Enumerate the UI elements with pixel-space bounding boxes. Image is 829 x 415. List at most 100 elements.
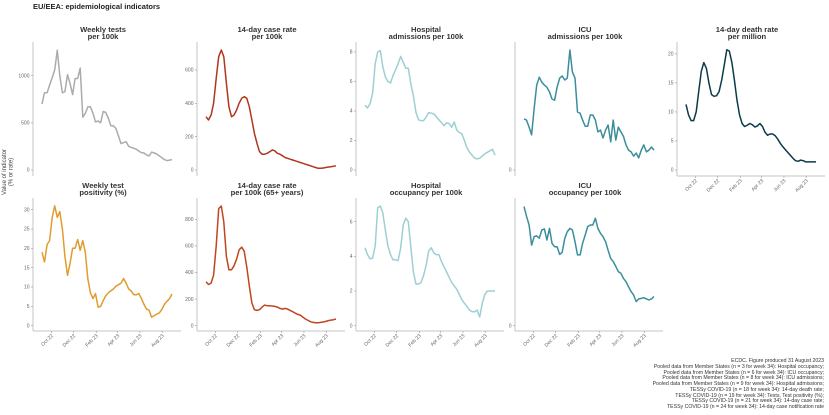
- y-tick-label: 2: [350, 138, 353, 144]
- x-tick-label: Jun 23: [452, 333, 467, 348]
- y-tick-label: 4: [350, 109, 353, 115]
- y-tick-label: 0: [350, 168, 353, 174]
- y-tick-label: 600: [185, 244, 194, 250]
- y-tick-label: 15: [24, 265, 30, 271]
- x-tick-label: Apr 23: [588, 333, 603, 348]
- series-line: [685, 49, 816, 163]
- y-tick-label: 30: [24, 207, 30, 213]
- series-line: [205, 205, 337, 324]
- x-tick-label: Dec 22: [62, 333, 78, 349]
- panel-title: Hospital: [411, 25, 441, 34]
- caption-line: TESSy COVID-19 (n = 24 for week 34): 14-…: [667, 404, 824, 410]
- y-tick-label: 0: [350, 323, 353, 329]
- series-line: [523, 49, 655, 159]
- x-tick-label: Jun 23: [293, 333, 308, 348]
- panel-title: 14-day case rate: [237, 25, 296, 34]
- x-tick-label: Dec 22: [385, 333, 401, 349]
- y-axis-label-line2: (% or rate): [9, 158, 15, 186]
- x-tick-label: Oct 22: [40, 333, 55, 348]
- x-tick-label: Apr 23: [270, 333, 285, 348]
- y-tick-label: 20: [24, 246, 30, 252]
- x-tick-label: Oct 22: [684, 178, 699, 193]
- caption-line: TESSy COVID-19 (n = 19 for week 34): Tes…: [675, 392, 824, 399]
- x-tick-label: Oct 22: [522, 333, 537, 348]
- x-tick-label: Dec 22: [226, 333, 242, 349]
- y-tick-label: 8: [350, 50, 353, 56]
- panel-title: per 100k: [88, 32, 120, 41]
- y-tick-label: 0: [27, 168, 30, 174]
- y-tick-label: 0: [671, 168, 674, 174]
- panel-title: positivity (%): [79, 188, 127, 197]
- x-tick-label: Feb 23: [407, 333, 422, 348]
- panel-title: occupancy per 100k: [549, 188, 622, 197]
- source-caption: ECDC. Figure produced 31 August 2023 Pool…: [652, 358, 824, 411]
- x-tick-label: Feb 23: [728, 178, 743, 193]
- y-tick-label: 0: [191, 323, 194, 329]
- x-tick-label: Aug 23: [150, 333, 166, 349]
- y-tick-label: 200: [185, 297, 194, 303]
- x-tick-label: Apr 23: [429, 333, 444, 348]
- x-tick-label: Jun 23: [773, 178, 788, 193]
- series-line: [523, 206, 655, 303]
- series-line: [41, 205, 173, 318]
- caption-line: Pooled data from Member States (n = 3 fo…: [653, 363, 824, 370]
- x-tick-label: Aug 23: [473, 333, 489, 349]
- y-tick-label: 0: [191, 168, 194, 174]
- caption-line: ECDC. Figure produced 31 August 2023: [731, 358, 824, 364]
- panel-title: Hospital: [411, 181, 441, 190]
- figure-title: EU/EEA: epidemiological indicators: [33, 2, 161, 11]
- panel-title: 14-day death rate: [716, 25, 778, 34]
- x-tick-label: Jun 23: [129, 333, 144, 348]
- caption-line: Pooled data from Member States (n = 6 fo…: [663, 369, 824, 376]
- x-tick-label: Feb 23: [84, 333, 99, 348]
- caption-line: Pooled data from Member States (n = 8 fo…: [662, 375, 824, 382]
- y-tick-label: 15: [668, 81, 674, 87]
- y-tick-label: 5: [27, 304, 30, 310]
- series-line: [364, 49, 496, 160]
- y-tick-label: 2: [350, 289, 353, 295]
- x-tick-label: Dec 22: [706, 178, 722, 194]
- series-line: [205, 49, 337, 170]
- y-tick-label: 200: [185, 134, 194, 140]
- x-tick-label: Feb 23: [566, 333, 581, 348]
- x-tick-label: Oct 22: [204, 333, 219, 348]
- panel-title: Weekly test: [82, 181, 124, 190]
- y-tick-label: 4: [350, 254, 353, 260]
- panel-title: ICU: [578, 25, 592, 34]
- y-tick-label: 600: [185, 68, 194, 74]
- panel-title: per million: [728, 32, 767, 41]
- caption-line: Pooled data from Member States (n = 9 fo…: [652, 381, 824, 387]
- x-tick-label: Apr 23: [750, 178, 765, 193]
- panel-title: per 100k (65+ years): [231, 188, 304, 197]
- y-tick-label: 1000: [18, 73, 29, 79]
- panel-title: per 100k: [252, 32, 284, 41]
- y-tick-label: 20: [668, 52, 674, 58]
- x-tick-label: Apr 23: [106, 333, 121, 348]
- y-tick-label: 800: [185, 217, 194, 223]
- y-tick-label: 6: [350, 79, 353, 85]
- series-line: [364, 205, 495, 318]
- x-tick-label: Aug 23: [794, 178, 810, 194]
- x-tick-label: Dec 22: [544, 333, 560, 349]
- panel-title: ICU: [578, 181, 592, 190]
- y-tick-label: 400: [185, 101, 194, 107]
- panel-title: admissions per 100k: [389, 32, 464, 41]
- panel-title: 14-day case rate: [237, 181, 296, 190]
- y-tick-label: 0: [509, 168, 512, 174]
- y-tick-label: 0: [27, 323, 30, 329]
- x-tick-label: Oct 22: [363, 333, 378, 348]
- y-tick-label: 10: [24, 285, 30, 291]
- x-tick-label: Aug 23: [632, 333, 648, 349]
- caption-line: TESSy COVID-19 (n = 18 for week 34): 14-…: [689, 386, 824, 393]
- y-axis-label-line1: Value of indicator: [2, 149, 8, 195]
- panel-title: admissions per 100k: [548, 32, 623, 41]
- panel-title: Weekly tests: [80, 25, 126, 34]
- y-tick-label: 400: [185, 270, 194, 276]
- y-tick-label: 6: [350, 219, 353, 225]
